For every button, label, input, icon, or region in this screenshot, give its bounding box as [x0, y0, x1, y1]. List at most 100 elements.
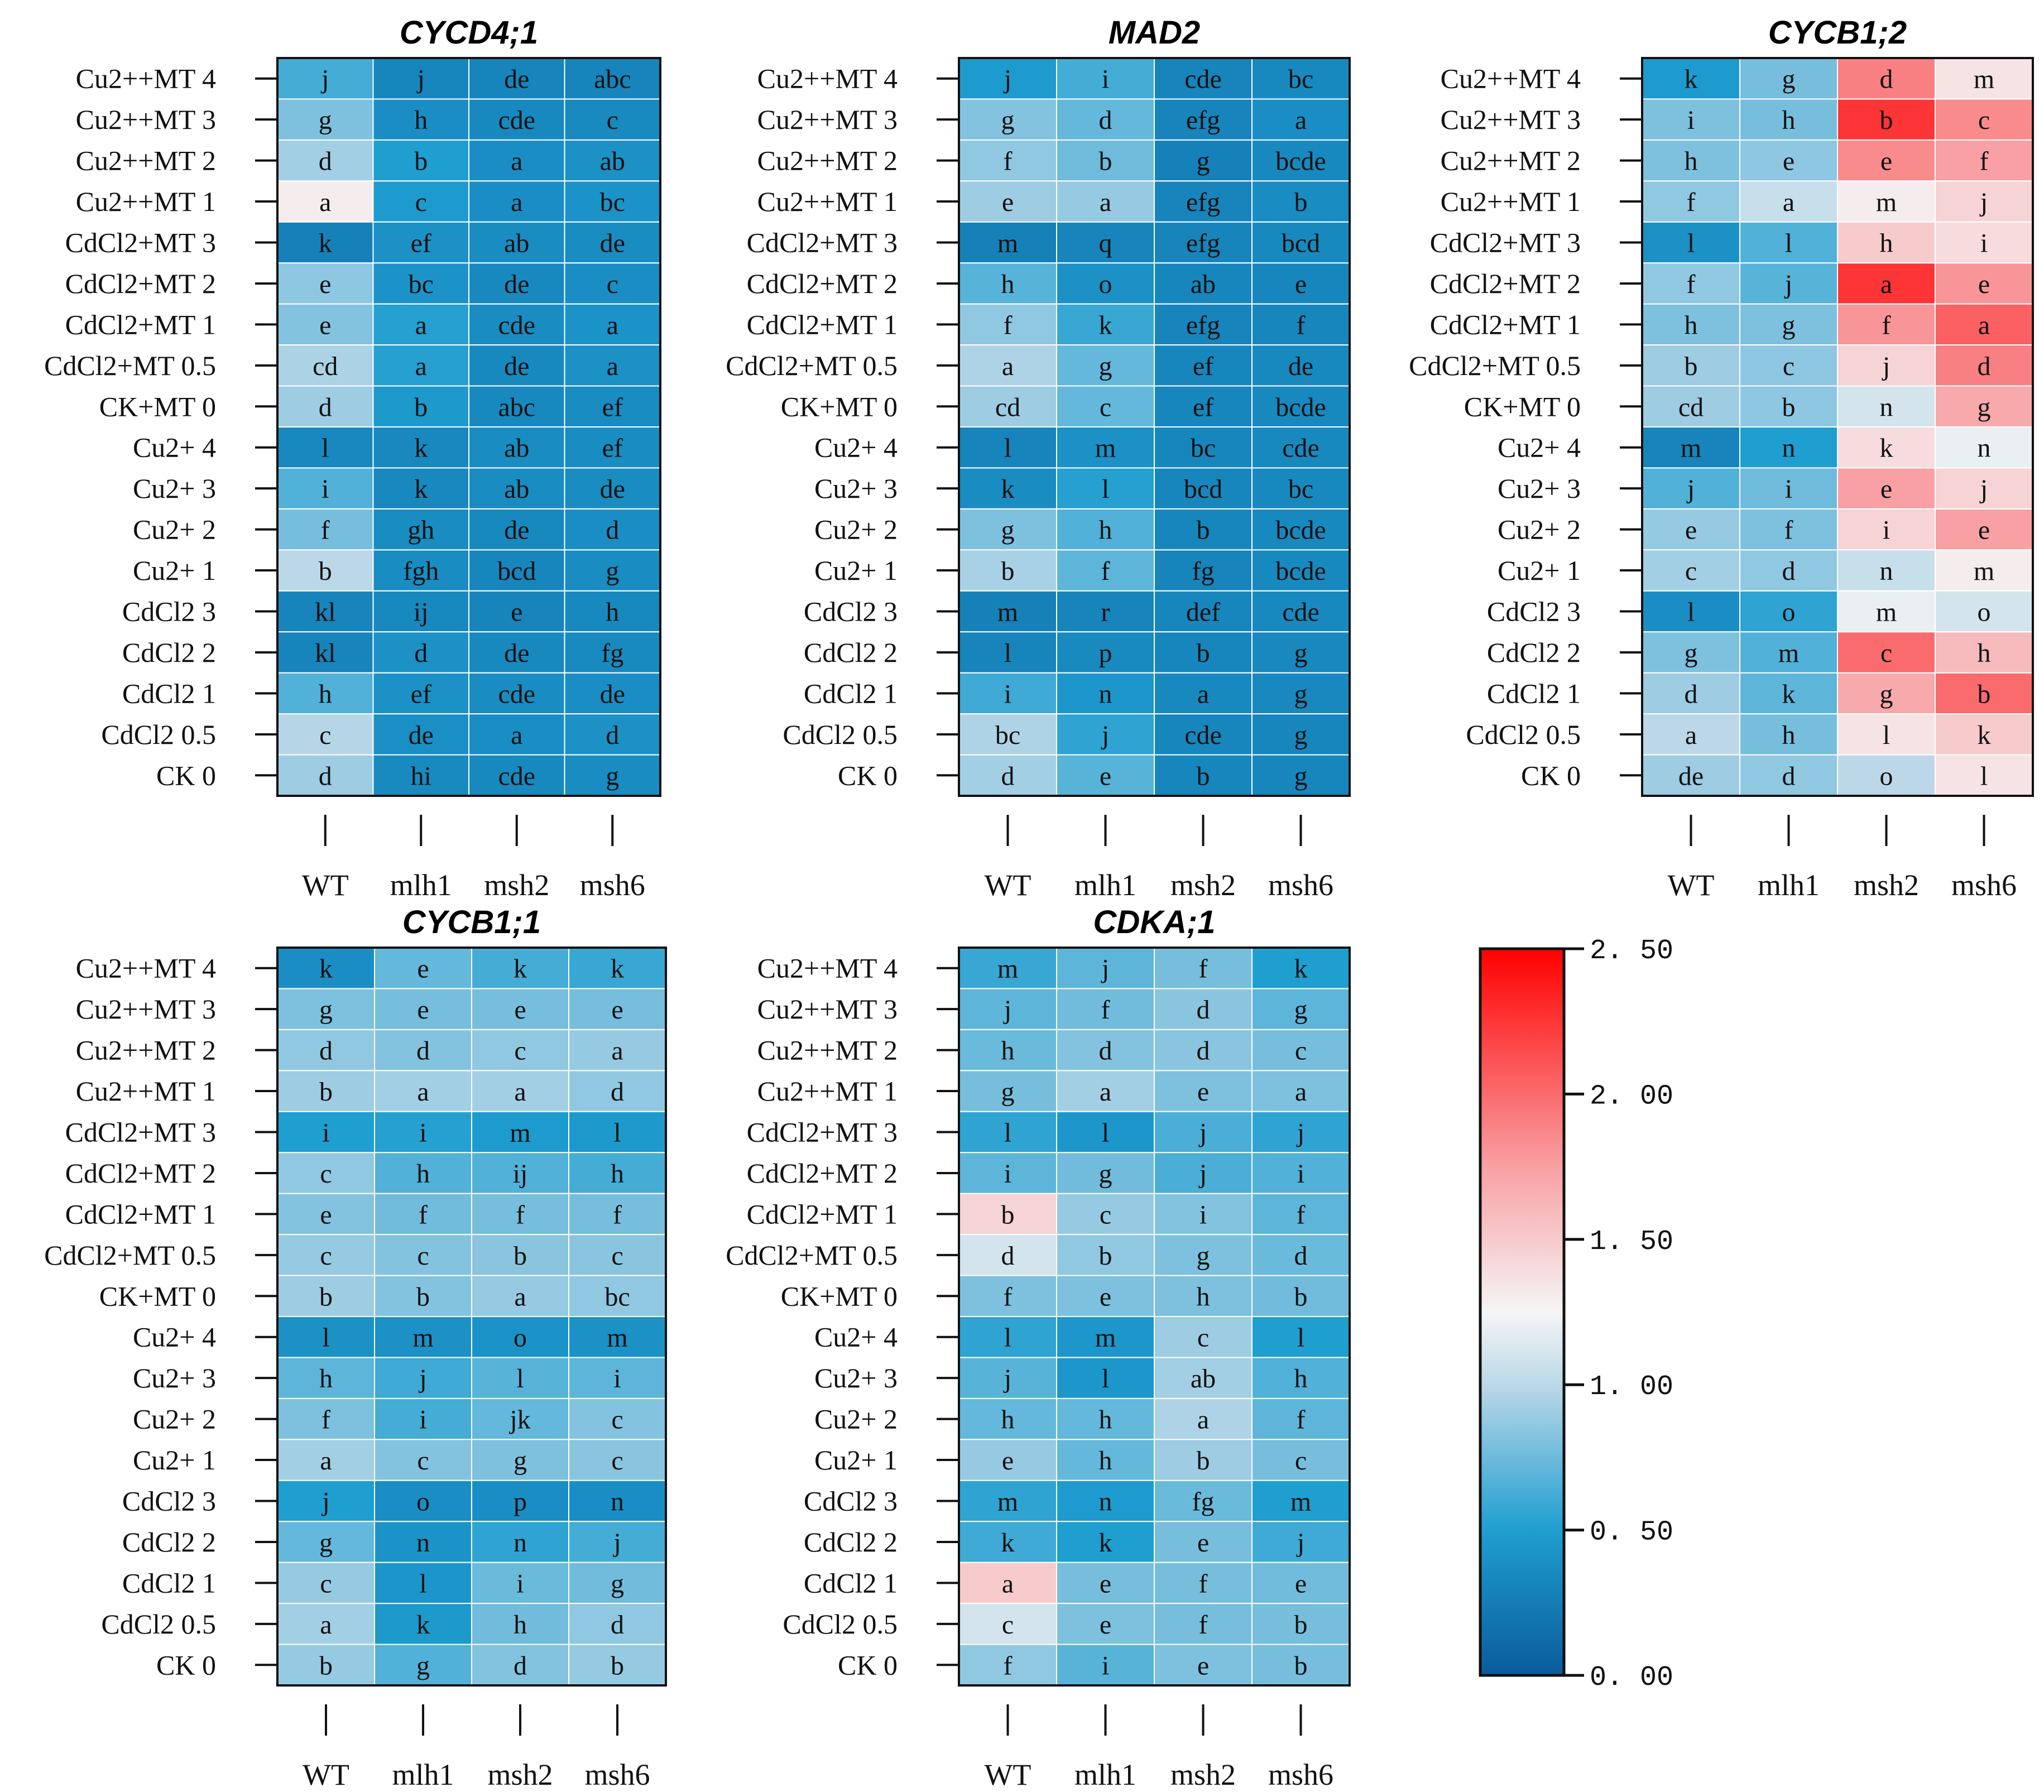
significance-letter: bcde	[1275, 392, 1326, 422]
significance-letter: o	[1782, 598, 1796, 627]
significance-letter: f	[1199, 954, 1208, 984]
significance-letter: def	[1186, 598, 1220, 627]
heatmap-cell	[471, 988, 569, 1030]
significance-letter: b	[1197, 1446, 1210, 1476]
significance-letter: f	[1980, 147, 1989, 176]
significance-letter: cd	[1678, 392, 1704, 422]
significance-letter: o	[1880, 761, 1893, 791]
heatmap-cell	[1056, 221, 1155, 264]
heatmap-cell	[1739, 303, 1838, 346]
significance-letter: b	[1294, 1610, 1308, 1640]
significance-letter: i	[1102, 65, 1109, 94]
significance-letter: g	[1001, 516, 1015, 545]
significance-letter: j	[1784, 270, 1792, 299]
heatmap-cell	[374, 1193, 472, 1236]
heatmap-cell	[468, 590, 565, 633]
heatmap-cell	[1642, 549, 1740, 592]
heatmap-cell	[1154, 426, 1253, 469]
significance-letter: b	[1197, 761, 1210, 791]
heatmap-cell	[1935, 426, 2033, 469]
heatmap-cell	[374, 1111, 472, 1154]
significance-letter: bcde	[1275, 516, 1326, 545]
row-label: Cu2+ 2	[133, 1404, 216, 1435]
significance-letter: ij	[414, 598, 429, 627]
significance-letter: k	[1099, 310, 1112, 340]
heatmap-cell	[471, 1357, 569, 1399]
row-label: CdCl2+MT 1	[65, 309, 216, 340]
significance-letter: bcd	[1184, 474, 1222, 504]
column-label: mlh1	[390, 868, 452, 902]
significance-letter: k	[319, 229, 332, 258]
significance-letter: j	[320, 65, 329, 94]
significance-letter: h	[414, 105, 428, 135]
row-label: CdCl2+MT 3	[1430, 227, 1581, 258]
significance-letter: de	[504, 516, 529, 545]
significance-letter: e	[1295, 1569, 1307, 1598]
heatmap-cell	[1251, 1316, 1350, 1358]
heatmap-cell	[564, 385, 661, 427]
significance-letter: g	[1978, 392, 1991, 422]
significance-letter: e	[1685, 516, 1697, 545]
significance-letter: b	[414, 147, 428, 176]
heatmap-cell	[372, 590, 469, 633]
significance-letter: g	[1294, 638, 1308, 668]
significance-letter: d	[611, 1610, 624, 1640]
significance-letter: e	[1197, 1528, 1209, 1558]
significance-letter: bcde	[1275, 147, 1326, 176]
heatmap-cell	[958, 1521, 1057, 1563]
significance-letter: b	[319, 1651, 333, 1680]
heatmap-cell	[1837, 631, 1936, 674]
row-label: CdCl2+MT 3	[65, 1117, 216, 1148]
row-label: Cu2++MT 3	[757, 104, 898, 135]
significance-letter: m	[997, 954, 1018, 984]
significance-letter: m	[1681, 434, 1701, 463]
significance-letter: b	[319, 556, 332, 586]
heatmap-cell	[564, 98, 661, 141]
row-label: CdCl2+MT 3	[747, 1117, 898, 1148]
significance-letter: a	[1100, 1077, 1111, 1107]
heatmap-cell	[1154, 1439, 1253, 1481]
row-label: Cu2++MT 1	[76, 186, 216, 217]
significance-letter: e	[319, 310, 331, 340]
heatmap-cell	[1154, 344, 1253, 387]
heatmap-cell	[372, 57, 469, 100]
significance-letter: g	[606, 761, 619, 791]
heatmap-cell	[568, 1479, 666, 1522]
heatmap-cell	[1739, 139, 1838, 182]
significance-letter: c	[1978, 105, 1990, 135]
significance-letter: f	[613, 1200, 622, 1229]
column-label: mlh1	[1758, 868, 1820, 902]
significance-letter: bc	[995, 720, 1020, 750]
heatmap-panel-5: CDKA;1m j f kj f d gh d d cg a e al l j ji g j ib c i fd b g df e…	[726, 904, 1351, 1791]
significance-letter: g	[1782, 310, 1796, 340]
heatmap-cell	[468, 713, 565, 756]
heatmap-cell	[277, 988, 375, 1030]
significance-letter: m	[1095, 1323, 1116, 1353]
significance-letter: i	[1297, 1159, 1304, 1189]
heatmap-cell	[1251, 1193, 1350, 1236]
heatmap-cell	[1251, 139, 1350, 182]
heatmap-cell	[1056, 467, 1155, 510]
heatmap-cell	[1739, 590, 1838, 633]
panel-title: CYCD4;1	[400, 15, 538, 51]
heatmap-cell	[277, 262, 374, 305]
heatmap-cell	[958, 1234, 1057, 1276]
heatmap-cell	[1642, 467, 1740, 510]
heatmap-cell	[1251, 1562, 1350, 1604]
heatmap-cell	[1154, 1193, 1253, 1236]
significance-letter: n	[611, 1487, 624, 1517]
significance-letter: a	[415, 352, 427, 381]
heatmap-cell	[1056, 344, 1155, 387]
significance-letter: i	[1004, 679, 1011, 709]
row-label: Cu2++MT 3	[757, 993, 898, 1025]
significance-letter: d	[1782, 761, 1796, 791]
row-label: Cu2+ 4	[814, 1322, 898, 1353]
significance-letter: e	[1978, 516, 1990, 545]
significance-letter: f	[1297, 1405, 1306, 1435]
row-label: Cu2+ 3	[133, 1362, 216, 1394]
heatmap-cell	[1154, 672, 1253, 715]
heatmap-cell	[564, 672, 661, 715]
significance-letter: bcde	[1275, 556, 1326, 586]
heatmap-cell	[1056, 1316, 1155, 1358]
heatmap-cell	[1154, 1152, 1253, 1194]
